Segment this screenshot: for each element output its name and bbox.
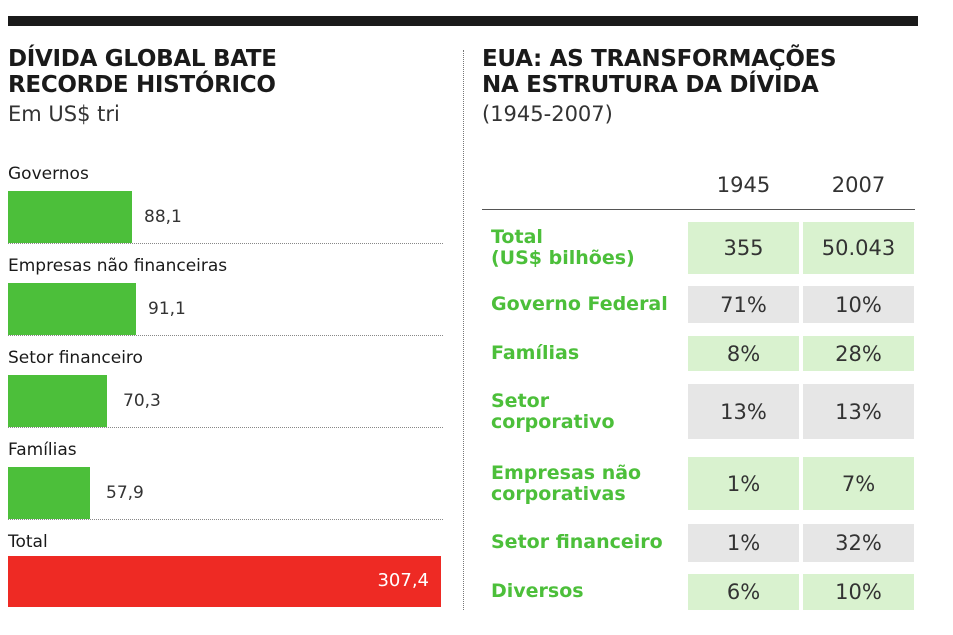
table-row-label-line1: Famílias <box>491 341 580 364</box>
table-cell-1945: 355 <box>688 222 799 274</box>
table-cell-2007: 13% <box>803 384 914 439</box>
table-cell-2007: 50.043 <box>803 222 914 274</box>
table-cell-2007: 7% <box>803 457 914 510</box>
bar <box>8 283 136 335</box>
table-row-label-line2: corporativo <box>491 410 615 433</box>
table-cell-1945: 1% <box>688 524 799 562</box>
total-bar <box>8 556 441 607</box>
table-row-label: Empresas não corporativas <box>491 461 642 505</box>
table-row-label-line1: Diversos <box>491 580 584 602</box>
table-row-label: Total (US$ bilhões) <box>491 227 635 269</box>
left-title-line2: RECORDE HISTÓRICO <box>8 72 276 98</box>
bar-value-label: 307,4 <box>377 570 429 591</box>
column-divider <box>463 50 464 610</box>
table-cell-1945: 13% <box>688 384 799 439</box>
bar-value-label: 88,1 <box>144 207 182 227</box>
bar-category-label: Famílias <box>8 440 77 460</box>
bar-value-label: 70,3 <box>123 391 161 411</box>
table-row-label-line1: Empresas não <box>491 461 642 484</box>
bar <box>8 375 107 427</box>
right-title-line1: EUA: AS TRANSFORMAÇÕES <box>482 46 837 72</box>
table-header-rule <box>482 209 915 210</box>
bar-category-label: Total <box>8 532 48 552</box>
table-cell-2007: 10% <box>803 574 914 610</box>
table-row-label-line1: Setor <box>491 389 550 412</box>
bar-category-label: Setor financeiro <box>8 348 143 368</box>
left-title-line1: DÍVIDA GLOBAL BATE <box>8 46 277 72</box>
row-separator <box>8 519 443 520</box>
table-row-label: Diversos <box>491 581 584 602</box>
table-row-label-line2: corporativas <box>491 482 626 505</box>
bar-value-label: 57,9 <box>106 483 144 503</box>
right-title-line2: NA ESTRUTURA DA DÍVIDA <box>482 72 819 98</box>
row-separator <box>8 335 443 336</box>
table-row-label-line2: (US$ bilhões) <box>491 247 635 269</box>
row-separator <box>8 427 443 428</box>
top-rule <box>8 16 918 26</box>
table-row-label: Governo Federal <box>491 292 668 315</box>
table-cell-1945: 6% <box>688 574 799 610</box>
bar <box>8 191 132 243</box>
table-row-label-line1: Setor financeiro <box>491 531 663 553</box>
table-cell-1945: 71% <box>688 286 799 323</box>
right-subtitle: (1945-2007) <box>482 102 613 126</box>
table-cell-2007: 28% <box>803 336 914 371</box>
table-row-label: Setor financeiro <box>491 532 663 553</box>
left-subtitle: Em US$ tri <box>8 102 120 126</box>
table-row-label: Famílias <box>491 341 580 364</box>
table-cell-2007: 32% <box>803 524 914 562</box>
column-header-2007: 2007 <box>831 173 886 197</box>
bar-value-label: 91,1 <box>148 299 186 319</box>
column-header-1945: 1945 <box>716 173 771 197</box>
bar <box>8 467 90 519</box>
table-cell-1945: 8% <box>688 336 799 371</box>
table-cell-1945: 1% <box>688 457 799 510</box>
table-cell-2007: 10% <box>803 286 914 323</box>
table-row-label: Setor corporativo <box>491 389 615 433</box>
bar-category-label: Empresas não financeiras <box>8 256 228 276</box>
row-separator <box>8 243 443 244</box>
table-row-label-line1: Total <box>491 226 543 248</box>
bar-category-label: Governos <box>8 164 89 184</box>
table-row-label-line1: Governo Federal <box>491 292 668 315</box>
